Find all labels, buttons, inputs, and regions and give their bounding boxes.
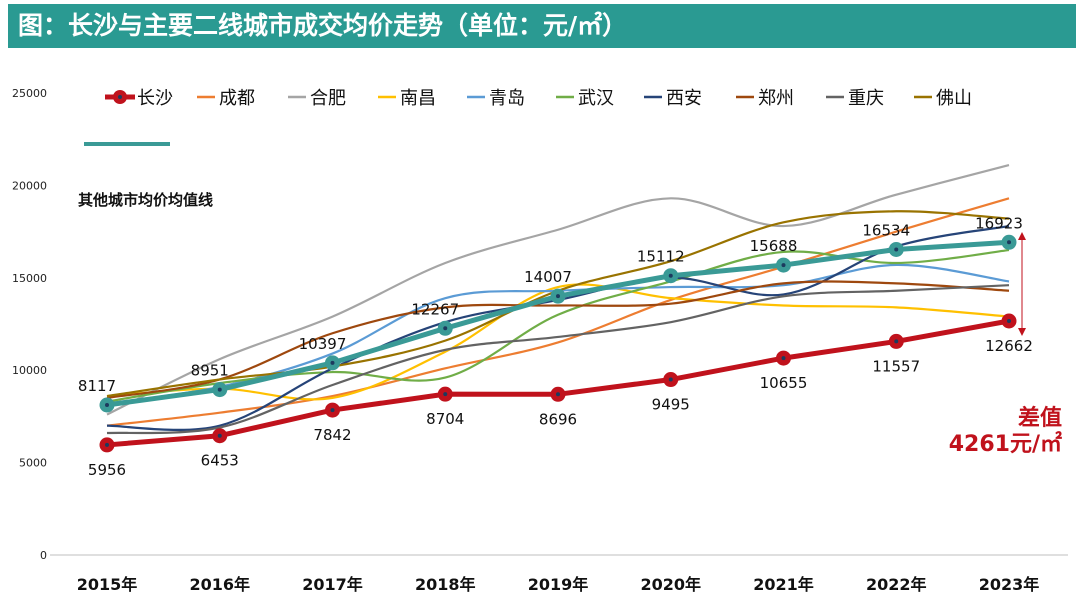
changsha-point-center [894, 339, 899, 344]
x-tick-label: 2020年 [640, 575, 701, 594]
changsha-point-center [781, 356, 786, 361]
legend-label: 重庆 [848, 88, 884, 109]
legend-label: 武汉 [578, 88, 614, 109]
y-tick-label: 5000 [19, 457, 47, 470]
changsha-value-label: 7842 [313, 426, 351, 444]
changsha-value-label: 9495 [652, 396, 690, 414]
average-value-label: 12267 [411, 300, 459, 318]
legend: 长沙 成都 合肥 南昌 青岛 武汉 西安 郑州 重庆 佛山 [105, 88, 972, 109]
changsha-value-label: 11557 [872, 357, 920, 375]
x-tick-label: 2016年 [189, 575, 250, 594]
x-tick-label: 2015年 [77, 575, 138, 594]
series-line-郑州 [106, 280, 1010, 400]
series-line-南昌 [106, 283, 1010, 401]
difference-arrow-up-icon [1018, 232, 1026, 240]
changsha-point-center [105, 442, 109, 447]
average-point-center [105, 402, 109, 407]
average-line-label: 其他城市均价均值线 [78, 191, 213, 209]
average-value-label: 14007 [524, 268, 572, 286]
changsha-point-center [556, 392, 560, 397]
y-tick-label: 15000 [12, 272, 47, 285]
average-value-label: 16923 [975, 214, 1023, 232]
legend-label: 西安 [666, 88, 702, 109]
legend-item: 郑州 [736, 88, 794, 109]
x-tick-label: 2021年 [753, 575, 814, 594]
legend-item: 武汉 [556, 88, 614, 109]
chart-title: 图：长沙与主要二线城市成交均价走势（单位：元/㎡） [8, 4, 1076, 48]
average-value-label: 10397 [299, 335, 347, 353]
average-point-center [781, 263, 786, 268]
changsha-value-label: 5956 [88, 461, 126, 479]
average-value-label: 8951 [191, 362, 229, 380]
legend-label: 青岛 [489, 88, 525, 109]
y-tick-label: 20000 [12, 179, 47, 192]
legend-label: 南昌 [400, 88, 436, 109]
changsha-value-label: 6453 [201, 452, 239, 470]
legend-item: 西安 [644, 88, 702, 109]
legend-label: 成都 [219, 88, 255, 109]
y-tick-label: 0 [40, 549, 47, 562]
legend-item: 佛山 [914, 88, 972, 109]
x-tick-label: 2018年 [415, 575, 476, 594]
average-point-center [443, 326, 448, 331]
legend-label: 合肥 [310, 88, 346, 109]
legend-item: 重庆 [826, 88, 884, 109]
series-line-成都 [106, 197, 1010, 427]
changsha-value-label: 8704 [426, 410, 464, 428]
average-value-label: 16534 [862, 221, 910, 239]
changsha-point-center [668, 377, 673, 382]
series-layer [99, 164, 1017, 453]
average-value-label: 8117 [78, 377, 116, 395]
series-line-武汉 [106, 248, 1010, 403]
legend-item: 青岛 [467, 88, 525, 109]
series-line-合肥 [106, 164, 1010, 416]
x-tick-label: 2023年 [979, 575, 1040, 594]
x-tick-label: 2019年 [528, 575, 589, 594]
average-point-center [1007, 240, 1011, 245]
legend-item: 合肥 [288, 88, 346, 109]
average-value-label: 15112 [637, 248, 685, 266]
legend-item: 成都 [197, 88, 255, 109]
changsha-value-label: 8696 [539, 410, 577, 428]
changsha-point-center [1007, 319, 1011, 324]
series-line-重庆 [106, 284, 1010, 435]
legend-label: 郑州 [758, 88, 794, 109]
changsha-point-center [217, 433, 222, 438]
y-axis: 0 5000 10000 15000 20000 25000 [12, 87, 47, 562]
average-point-center [668, 273, 673, 278]
legend-item: 长沙 [105, 88, 173, 109]
legend-marker-center [118, 95, 122, 99]
changsha-value-label: 12662 [985, 337, 1033, 355]
x-tick-label: 2022年 [866, 575, 927, 594]
difference-bracket [1018, 232, 1026, 336]
difference-title: 差值 [1018, 405, 1062, 431]
average-point-center [217, 387, 222, 392]
y-tick-label: 10000 [12, 364, 47, 377]
difference-arrow-down-icon [1018, 328, 1026, 336]
average-point-center [894, 247, 899, 252]
x-axis: 2015年 2016年 2017年 2018年 2019年 2020年 2021年 2022年… [50, 554, 1068, 594]
legend-label: 佛山 [936, 88, 972, 109]
average-value-label: 15688 [750, 237, 798, 255]
x-tick-label: 2017年 [302, 575, 363, 594]
legend-label: 长沙 [137, 88, 173, 109]
changsha-value-label: 10655 [760, 374, 808, 392]
y-tick-label: 25000 [12, 87, 47, 100]
difference-value: 4261元/㎡ [949, 431, 1062, 457]
changsha-point-center [443, 392, 448, 397]
average-point-center [556, 294, 560, 299]
legend-item: 南昌 [378, 88, 436, 109]
data-labels: 5956 6453 7842 8704 8696 9495 10655 11557 12662 8… [78, 214, 1033, 479]
average-point-center [330, 360, 335, 365]
changsha-point-center [330, 408, 335, 413]
